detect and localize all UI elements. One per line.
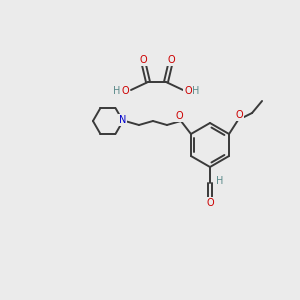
Text: O: O <box>139 55 147 65</box>
Text: H: H <box>113 86 121 96</box>
Text: O: O <box>206 198 214 208</box>
Text: O: O <box>167 55 175 65</box>
Text: O: O <box>121 86 129 96</box>
Text: H: H <box>192 86 200 96</box>
Text: H: H <box>216 176 224 186</box>
Text: O: O <box>184 86 192 96</box>
Text: O: O <box>175 111 183 121</box>
Text: O: O <box>235 110 243 120</box>
Text: N: N <box>119 115 127 125</box>
